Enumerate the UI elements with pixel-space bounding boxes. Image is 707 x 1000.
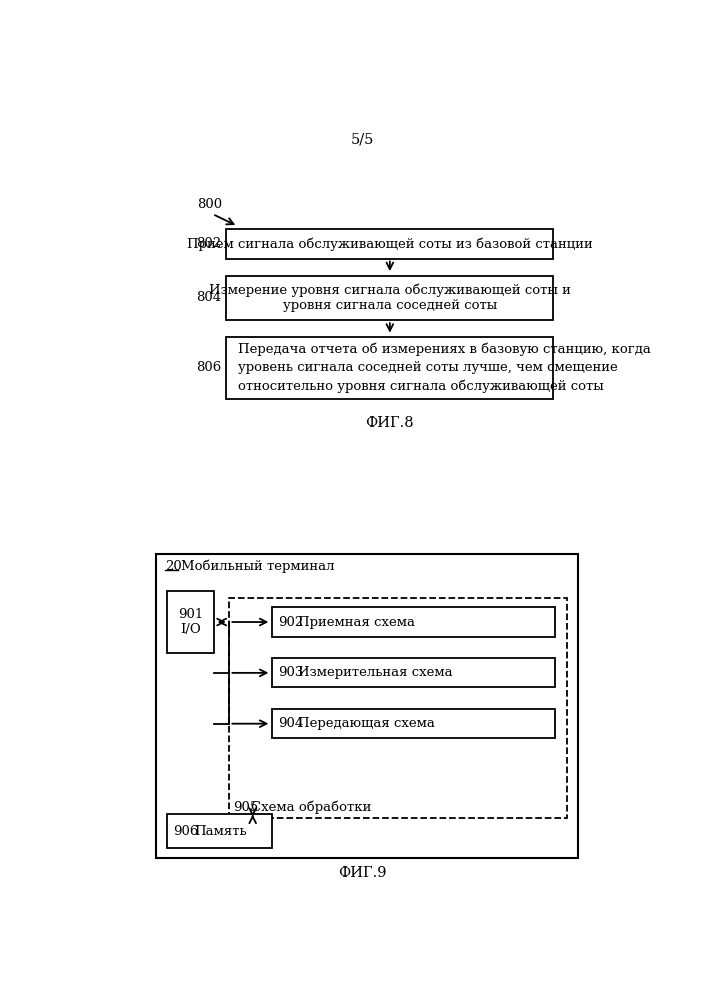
- Text: Приемная схема: Приемная схема: [298, 616, 416, 629]
- Text: Измерение уровня сигнала обслуживающей соты и: Измерение уровня сигнала обслуживающей с…: [209, 283, 571, 297]
- Bar: [272, 709, 555, 738]
- Bar: [272, 607, 555, 637]
- Text: 905: 905: [233, 801, 259, 814]
- Text: 906: 906: [174, 825, 199, 838]
- Text: 904: 904: [279, 717, 303, 730]
- Text: 902: 902: [279, 616, 303, 629]
- Bar: [230, 598, 566, 818]
- Bar: [226, 337, 554, 399]
- Text: I/O: I/O: [180, 623, 201, 636]
- Text: 802: 802: [197, 237, 222, 250]
- Text: уровень сигнала соседней соты лучше, чем смещение: уровень сигнала соседней соты лучше, чем…: [238, 361, 618, 374]
- Bar: [226, 229, 554, 259]
- Text: ФИГ.9: ФИГ.9: [338, 866, 386, 880]
- Text: относительно уровня сигнала обслуживающей соты: относительно уровня сигнала обслуживающе…: [238, 380, 604, 393]
- Bar: [156, 554, 578, 858]
- Text: уровня сигнала соседней соты: уровня сигнала соседней соты: [283, 299, 497, 312]
- Bar: [226, 276, 554, 320]
- Text: 903: 903: [279, 666, 303, 679]
- Text: 901: 901: [178, 608, 204, 621]
- Text: Прием сигнала обслуживающей соты из базовой станции: Прием сигнала обслуживающей соты из базо…: [187, 237, 592, 251]
- Text: Передача отчета об измерениях в базовую станцию, когда: Передача отчета об измерениях в базовую …: [238, 343, 651, 356]
- Text: 5/5: 5/5: [350, 132, 373, 146]
- Text: Мобильный терминал: Мобильный терминал: [180, 560, 334, 573]
- Text: Память: Память: [194, 825, 247, 838]
- Text: 804: 804: [197, 291, 222, 304]
- Text: 806: 806: [197, 361, 222, 374]
- Text: ФИГ.8: ФИГ.8: [366, 416, 414, 430]
- Text: Измерительная схема: Измерительная схема: [298, 666, 453, 679]
- Text: 800: 800: [197, 198, 222, 211]
- Bar: [168, 591, 214, 653]
- Text: 20: 20: [165, 560, 182, 573]
- Bar: [168, 814, 272, 848]
- Bar: [272, 658, 555, 687]
- Text: Схема обработки: Схема обработки: [251, 800, 371, 814]
- Text: Передающая схема: Передающая схема: [298, 717, 436, 730]
